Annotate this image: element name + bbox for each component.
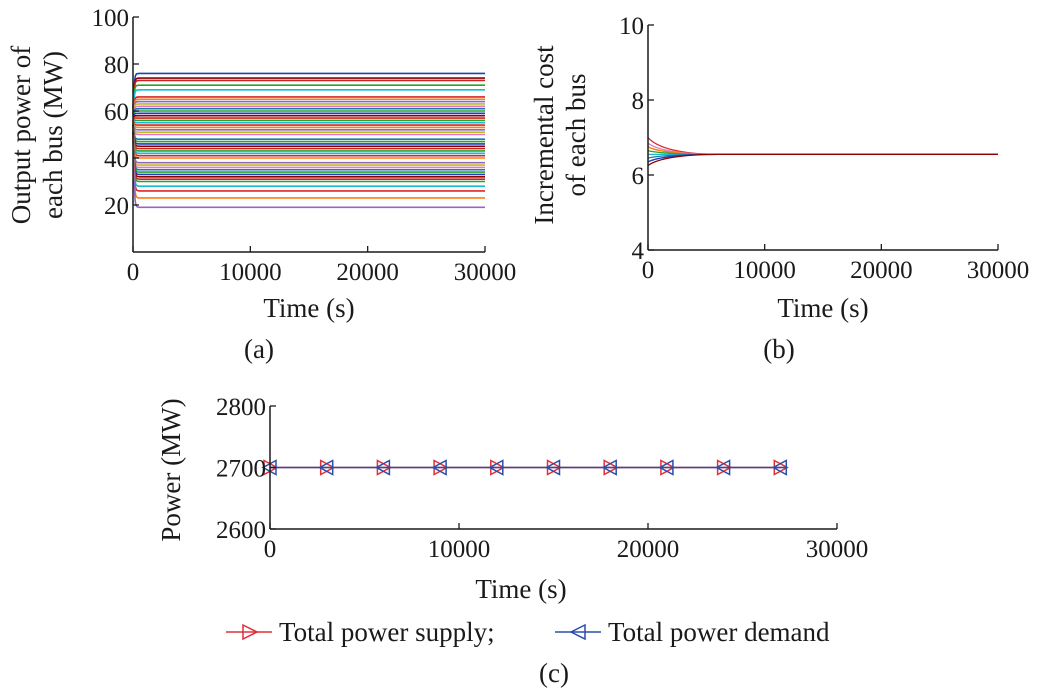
panel-b-ytick-label: 4 bbox=[632, 238, 645, 265]
panel-c-ytick-label: 2800 bbox=[216, 394, 266, 421]
panel-a-ytick-label: 80 bbox=[104, 52, 129, 79]
panel-c-ytick-label: 2600 bbox=[216, 517, 266, 544]
panel-b-label: (b) bbox=[763, 334, 794, 364]
panel-c-label: (c) bbox=[539, 658, 569, 688]
panel-a-xtick-label: 20000 bbox=[336, 259, 399, 286]
panel-a-series-line bbox=[132, 118, 485, 122]
panel-c-marker-triangle-left bbox=[601, 459, 617, 476]
panel-b-xlabel: Time (s) bbox=[777, 293, 868, 323]
panel-a-label: (a) bbox=[244, 334, 274, 364]
panel-b-xtick-label: 10000 bbox=[733, 257, 796, 284]
panel-b-series-line bbox=[647, 137, 998, 156]
panel-a-series-line bbox=[132, 120, 485, 129]
panel-c-marker-triangle-left bbox=[715, 459, 731, 476]
panel-c-xtick-label: 20000 bbox=[617, 536, 680, 563]
panel-a-series-line bbox=[132, 107, 485, 116]
panel-c-marker-triangle-left bbox=[488, 459, 504, 476]
panel-c-xtick-label: 0 bbox=[264, 536, 277, 563]
panel-c-xlabel: Time (s) bbox=[475, 574, 566, 604]
panel-c-marker-triangle-left bbox=[771, 459, 788, 476]
legend-supply-label: Total power supply; bbox=[279, 617, 495, 647]
panel-a-series-group bbox=[132, 72, 485, 209]
panel-b-xtick-label: 30000 bbox=[967, 257, 1030, 284]
panel-a-series-line bbox=[132, 89, 485, 112]
legend-demand-marker bbox=[569, 623, 586, 641]
panel-c-xtick-label: 10000 bbox=[428, 536, 491, 563]
panel-c-ytick-label: 2700 bbox=[216, 456, 266, 483]
panel-a-ytick-label: 60 bbox=[104, 99, 129, 126]
panel-b-ylabel-line2: of each bus bbox=[561, 74, 591, 197]
panel-a-series-line bbox=[132, 114, 485, 119]
panel-b-ytick-label: 6 bbox=[632, 163, 645, 190]
panel-a-ytick-label: 40 bbox=[104, 146, 129, 173]
panel-b-series-line bbox=[647, 153, 998, 163]
panel-c-marker-triangle-left bbox=[318, 459, 334, 476]
panel-a-ytick-label: 20 bbox=[104, 193, 129, 220]
panel-a-xtick-label: 30000 bbox=[454, 259, 517, 286]
panel-c-marker-triangle-left bbox=[658, 459, 674, 476]
panel-c-ylabel: Power (MW) bbox=[156, 398, 186, 541]
legend-demand-label: Total power demand bbox=[608, 617, 830, 647]
panel-b-ytick-label: 8 bbox=[632, 88, 645, 115]
panel-c-xtick-label: 30000 bbox=[806, 536, 869, 563]
panel-b-series-line bbox=[647, 153, 998, 167]
panel-b-ytick-label: 10 bbox=[619, 13, 644, 40]
legend-supply-marker bbox=[242, 623, 259, 641]
panel-c-series-group bbox=[261, 459, 789, 476]
panel-a-ylabel-line1: Output power of bbox=[6, 46, 36, 224]
panel-a-xtick-label: 0 bbox=[127, 259, 140, 286]
panel-c-marker-triangle-left bbox=[374, 459, 391, 476]
panel-a-series-line bbox=[132, 125, 485, 148]
panel-b: 0 10000 20000 30000 4 6 8 10 Incremental cost o… bbox=[529, 13, 1029, 364]
panel-b-ylabel-line1: Incremental cost bbox=[529, 45, 559, 225]
panel-c-marker-triangle-left bbox=[431, 459, 447, 476]
panel-b-xtick-label: 0 bbox=[642, 257, 655, 284]
panel-a-ytick-label: 100 bbox=[92, 5, 130, 32]
panel-a-xlabel: Time (s) bbox=[263, 293, 354, 323]
panel-a: 0 10000 20000 30000 20 40 60 80 100 Output power… bbox=[6, 5, 516, 364]
panel-c-marker-triangle-left bbox=[544, 459, 561, 476]
panel-b-series-line bbox=[647, 142, 998, 156]
panel-a-ylabel-line2: each bus (MW) bbox=[38, 51, 68, 219]
panel-b-xtick-label: 20000 bbox=[850, 257, 913, 284]
panel-a-xtick-label: 10000 bbox=[219, 259, 282, 286]
panel-c-legend: Total power supply; Total power demand bbox=[226, 617, 830, 647]
panel-b-series-group bbox=[647, 137, 998, 167]
panel-a-series-line bbox=[132, 131, 485, 173]
